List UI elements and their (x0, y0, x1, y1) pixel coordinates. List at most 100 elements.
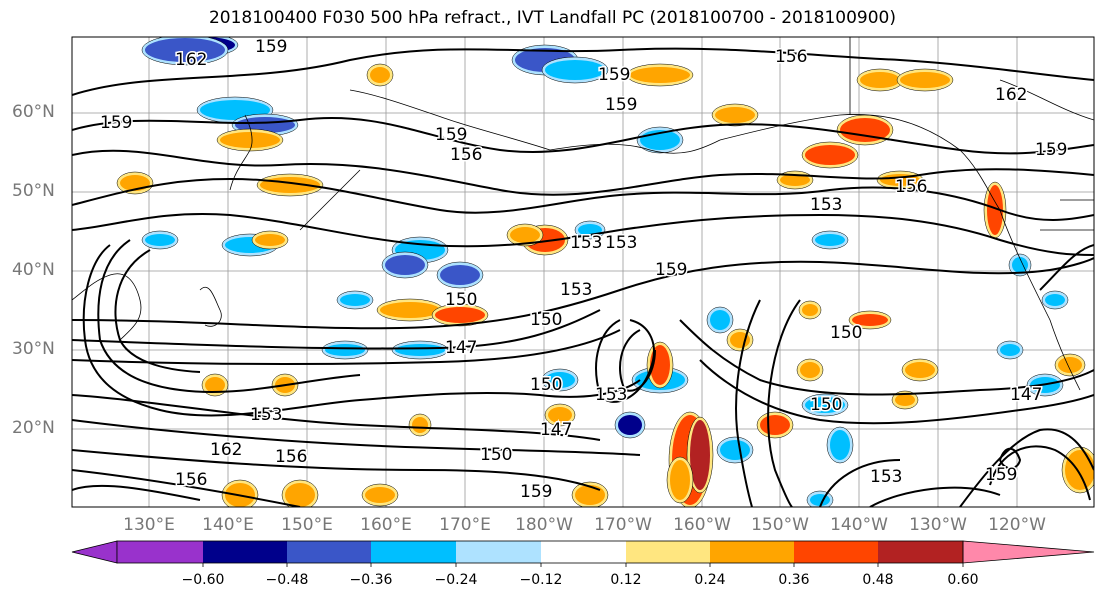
anomaly-patch (852, 314, 888, 326)
anomaly-patch (255, 234, 285, 246)
contour-line (72, 47, 1094, 96)
colorbar-tick-label: 0.60 (947, 572, 979, 588)
contour-label: 156 (450, 145, 482, 165)
anomaly-patch (395, 344, 445, 356)
longitude-tick-label: 150°W (751, 515, 809, 535)
contour-label: 159 (598, 65, 630, 85)
anomaly-patch (385, 255, 425, 275)
contour-label: 153 (605, 233, 637, 253)
contour-line (959, 428, 1094, 507)
contour-label: 153 (250, 405, 282, 425)
colorbar-segment (117, 541, 203, 563)
anomaly-patch (548, 407, 572, 423)
map-frame (71, 36, 1095, 508)
anomaly-patch (720, 440, 750, 460)
contour-label: 156 (175, 470, 207, 490)
contour-label: 159 (520, 482, 552, 502)
longitude-tick-label: 130°E (123, 515, 175, 535)
colorbar-tick-label: −0.60 (181, 572, 225, 588)
colorbar-extend-min (71, 540, 118, 564)
colorbar-tick-label: −0.12 (519, 572, 563, 588)
longitude-tick-label: 120°W (988, 515, 1046, 535)
anomaly-patch (1045, 294, 1065, 306)
anomaly-patch (1012, 257, 1028, 273)
height-contours (72, 47, 1094, 507)
anomaly-patch (340, 294, 370, 306)
anomaly-patch (285, 483, 315, 507)
longitude-tick-label: 150°E (281, 515, 333, 535)
contour-line (72, 329, 621, 366)
contour-line (72, 257, 1094, 330)
contour-line (72, 178, 1094, 221)
contour-line (72, 394, 601, 441)
colorbar-segment (371, 541, 456, 563)
contour-label: 147 (540, 420, 572, 440)
anomaly-patch (1000, 344, 1020, 356)
anomaly-patch (380, 302, 440, 318)
colorbar-tick-label: −0.24 (434, 572, 478, 588)
anomaly-patch (905, 362, 935, 378)
colorbar-segment (203, 541, 287, 563)
contour-label: 156 (275, 447, 307, 467)
anomaly-patch (780, 174, 810, 186)
colorbar-tick-label: −0.36 (349, 572, 393, 588)
colorbar (71, 540, 1095, 567)
contour-label: 150 (530, 375, 562, 395)
contour-label: 156 (775, 47, 807, 67)
contour-line (989, 445, 1091, 501)
contour-label: 150 (830, 323, 862, 343)
longitude-tick-label: 140°E (202, 515, 254, 535)
contour-line (595, 319, 655, 403)
contour-label: 153 (870, 467, 902, 487)
coastline (999, 79, 1094, 121)
anomaly-patch (690, 420, 710, 490)
contour-label: 159 (655, 260, 687, 280)
anomaly-patch (220, 132, 280, 148)
contour-label: 159 (435, 125, 467, 145)
coastline (199, 287, 222, 327)
anomaly-patch (545, 60, 605, 80)
coastline (549, 139, 721, 154)
longitude-tick-label: 160°W (673, 515, 731, 535)
latitude-tick-label: 20°N (12, 418, 55, 438)
colorbar-segment (794, 541, 878, 563)
colorbar-tick-label: −0.48 (265, 572, 309, 588)
anomaly-patch (715, 107, 755, 123)
coastline (719, 114, 1001, 211)
anomaly-patch (575, 485, 605, 505)
anomaly-patch (805, 145, 855, 165)
anomaly-patch (900, 72, 950, 88)
longitude-tick-label: 180°W (515, 515, 573, 535)
anomaly-patch (545, 372, 575, 388)
colorbar-tick-label: 0.48 (862, 572, 894, 588)
anomaly-patch (860, 72, 900, 88)
contour-line (869, 486, 1001, 507)
contour-label: 159 (255, 37, 287, 57)
contour-line (735, 299, 761, 507)
anomaly-patch (1058, 357, 1082, 373)
contour-label: 150 (445, 290, 477, 310)
anomaly-patch (670, 460, 690, 500)
contour-line (72, 309, 601, 350)
anomaly-patch (618, 415, 642, 435)
coastline (229, 114, 253, 191)
contour-label: 159 (100, 113, 132, 133)
anomaly-patch (987, 185, 1003, 235)
anomaly-patch (805, 397, 845, 413)
anomaly-patch (1065, 450, 1094, 490)
coastline (849, 37, 1094, 231)
anomaly-patch (370, 67, 390, 83)
coastline (299, 169, 361, 231)
contour-label: 159 (985, 465, 1017, 485)
contour-label: 162 (995, 85, 1027, 105)
anomaly-patch (815, 234, 845, 246)
colorbar-segment (878, 541, 963, 563)
colorbar-segment (541, 541, 626, 563)
contour-line (72, 449, 601, 491)
contour-label: 153 (595, 385, 627, 405)
colorbar-segment (710, 541, 794, 563)
anomaly-patch (440, 265, 480, 285)
latitude-tick-label: 50°N (12, 181, 55, 201)
